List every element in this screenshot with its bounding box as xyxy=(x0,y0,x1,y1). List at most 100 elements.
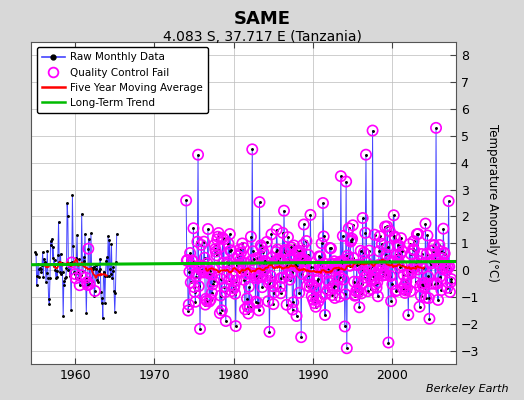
Point xyxy=(297,334,305,340)
Point xyxy=(318,263,326,270)
Text: 4.083 S, 37.717 E (Tanzania): 4.083 S, 37.717 E (Tanzania) xyxy=(162,30,362,44)
Point xyxy=(260,258,269,264)
Point xyxy=(230,285,238,292)
Point xyxy=(361,274,369,281)
Point xyxy=(199,269,208,276)
Point xyxy=(182,257,191,264)
Legend: Raw Monthly Data, Quality Control Fail, Five Year Moving Average, Long-Term Tren: Raw Monthly Data, Quality Control Fail, … xyxy=(37,47,208,113)
Point xyxy=(339,233,347,239)
Point xyxy=(336,274,344,280)
Point xyxy=(364,288,372,294)
Point xyxy=(425,316,434,322)
Point xyxy=(431,281,440,287)
Point xyxy=(358,215,367,221)
Point xyxy=(432,258,441,264)
Point xyxy=(366,265,374,272)
Point xyxy=(409,238,418,244)
Point xyxy=(392,252,400,258)
Point xyxy=(325,245,334,251)
Point xyxy=(441,261,450,267)
Point xyxy=(214,230,223,236)
Point xyxy=(410,247,419,253)
Point xyxy=(194,152,202,158)
Point xyxy=(284,234,292,240)
Point xyxy=(371,281,379,288)
Point xyxy=(238,240,246,247)
Point xyxy=(446,279,455,285)
Text: SAME: SAME xyxy=(234,10,290,28)
Point xyxy=(383,223,391,230)
Point xyxy=(202,298,211,304)
Point xyxy=(256,274,265,280)
Point xyxy=(303,272,312,278)
Point xyxy=(345,262,354,268)
Point xyxy=(325,280,333,286)
Point xyxy=(395,242,403,249)
Point xyxy=(347,237,356,244)
Point xyxy=(322,265,331,271)
Point xyxy=(384,244,392,250)
Point xyxy=(308,282,316,288)
Point xyxy=(194,283,203,289)
Point xyxy=(434,261,443,267)
Point xyxy=(294,249,303,255)
Point xyxy=(366,286,375,292)
Point xyxy=(432,125,440,131)
Point xyxy=(344,255,352,262)
Point xyxy=(266,278,274,284)
Point xyxy=(288,306,297,313)
Point xyxy=(402,278,410,285)
Point xyxy=(403,285,411,292)
Point xyxy=(223,259,231,266)
Point xyxy=(377,268,385,274)
Point xyxy=(226,248,235,254)
Point xyxy=(290,242,298,249)
Point xyxy=(267,273,275,279)
Point xyxy=(341,291,350,298)
Point xyxy=(389,212,398,218)
Point xyxy=(319,200,327,206)
Point xyxy=(308,293,316,299)
Point xyxy=(72,275,80,281)
Point xyxy=(335,259,343,266)
Point xyxy=(355,304,364,310)
Point xyxy=(205,298,213,305)
Point xyxy=(77,272,85,278)
Point xyxy=(239,265,247,272)
Point xyxy=(391,288,400,294)
Point xyxy=(287,244,296,250)
Point xyxy=(365,247,374,254)
Point xyxy=(302,257,310,264)
Point xyxy=(81,274,90,281)
Point xyxy=(414,258,423,264)
Point xyxy=(187,279,195,286)
Point xyxy=(212,252,221,258)
Point xyxy=(206,268,214,274)
Point xyxy=(232,278,241,284)
Point xyxy=(269,283,277,289)
Point xyxy=(390,233,399,240)
Point xyxy=(286,276,294,283)
Point xyxy=(292,313,301,319)
Point xyxy=(323,287,332,293)
Point xyxy=(291,261,299,267)
Point xyxy=(185,268,194,275)
Point xyxy=(85,281,94,287)
Point xyxy=(190,284,198,290)
Point xyxy=(220,236,228,242)
Point xyxy=(259,249,268,255)
Point xyxy=(378,241,386,247)
Point xyxy=(231,290,239,297)
Point xyxy=(343,345,351,352)
Point xyxy=(192,270,201,276)
Point xyxy=(364,265,373,272)
Point xyxy=(232,323,240,329)
Point xyxy=(420,284,428,291)
Point xyxy=(200,238,208,245)
Point xyxy=(278,258,286,265)
Point xyxy=(430,242,438,248)
Point xyxy=(310,300,319,306)
Point xyxy=(182,197,190,204)
Point xyxy=(202,296,210,302)
Point xyxy=(233,262,241,268)
